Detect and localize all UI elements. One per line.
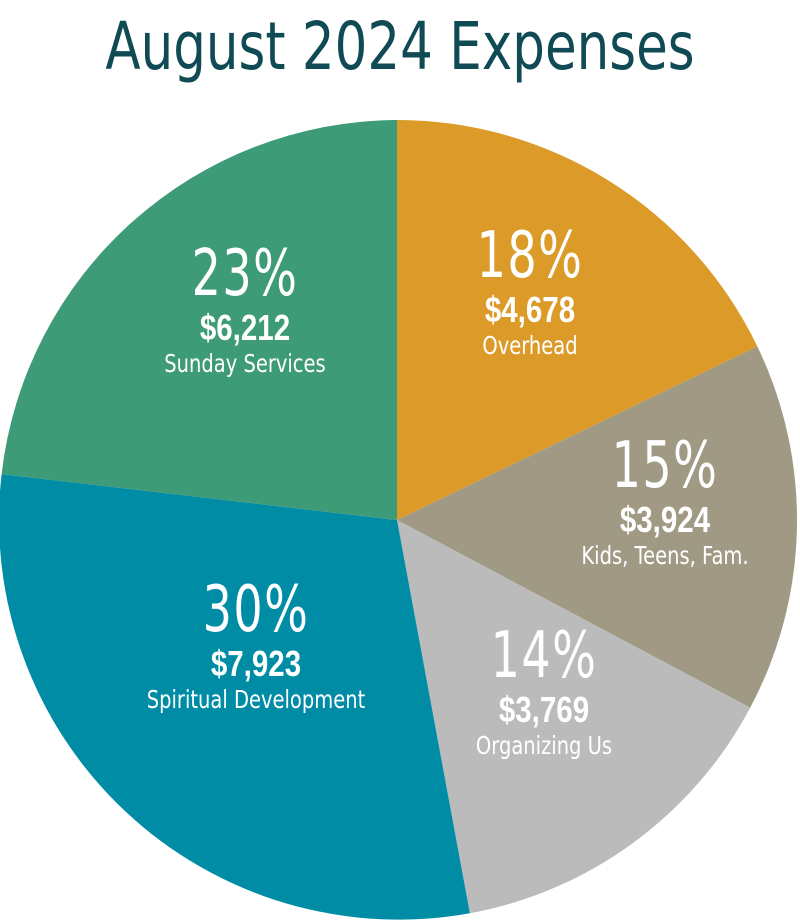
pct-kids-teens-fam: 15% (611, 429, 719, 503)
name-spiritual-development: Spiritual Development (146, 685, 366, 714)
amount-overhead: $4,678 (484, 289, 576, 330)
slice-overhead (397, 120, 758, 520)
pct-organizing-us: 14% (490, 619, 598, 693)
name-kids-teens-fam: Kids, Teens, Fam. (581, 541, 749, 570)
slice-organizing-us (397, 520, 751, 914)
pct-overhead: 18% (476, 219, 584, 293)
amount-sunday-services: $6,212 (199, 307, 291, 348)
chart-title: August 2024 Expenses (105, 8, 695, 85)
slice-spiritual-development (0, 474, 470, 920)
slice-kids-teens-fam (397, 346, 798, 708)
amount-kids-teens-fam: $3,924 (619, 499, 711, 540)
label-overhead: 18% $4,678 Overhead (410, 222, 650, 362)
label-kids-teens-fam: 15% $3,924 Kids, Teens, Fam. (545, 432, 785, 572)
amount-spiritual-development: $7,923 (210, 643, 302, 684)
name-overhead: Overhead (482, 331, 578, 360)
pct-spiritual-development: 30% (202, 573, 310, 647)
pct-sunday-services: 23% (191, 237, 299, 311)
name-organizing-us: Organizing Us (475, 731, 613, 760)
amount-organizing-us: $3,769 (498, 689, 590, 730)
name-sunday-services: Sunday Services (164, 349, 326, 378)
label-sunday-services: 23% $6,212 Sunday Services (125, 240, 365, 380)
label-organizing-us: 14% $3,769 Organizing Us (424, 622, 664, 762)
slice-sunday-services (1, 120, 397, 520)
label-spiritual-development: 30% $7,923 Spiritual Development (106, 576, 406, 716)
